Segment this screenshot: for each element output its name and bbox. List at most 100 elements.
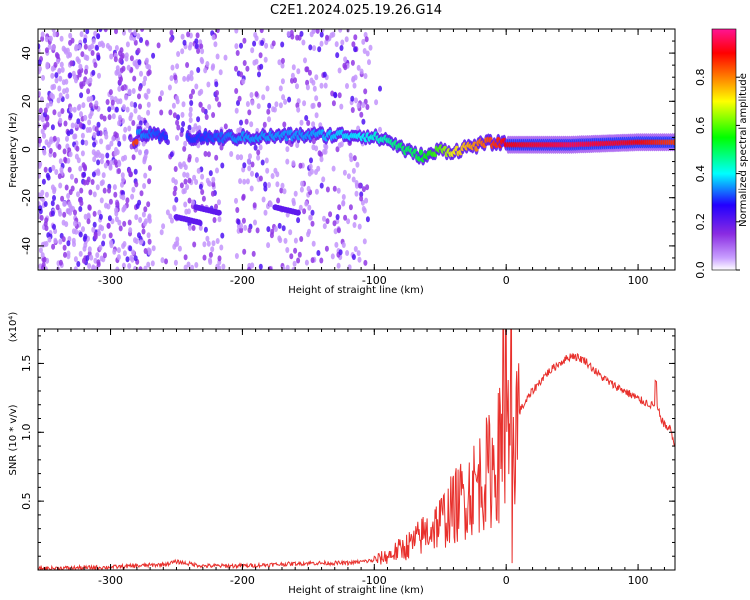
noise-point: [137, 114, 142, 121]
noise-point: [208, 170, 213, 177]
noise-point: [252, 59, 257, 66]
noise-point: [141, 211, 146, 218]
noise-point: [82, 171, 87, 178]
noise-point: [182, 75, 187, 82]
noise-point: [47, 236, 52, 243]
noise-point: [215, 90, 219, 96]
noise-point: [173, 166, 178, 172]
noise-point: [127, 125, 132, 132]
noise-point: [73, 256, 78, 263]
noise-point: [87, 119, 92, 126]
noise-point: [308, 163, 313, 170]
noise-point: [278, 85, 283, 92]
noise-point: [247, 165, 252, 172]
noise-point: [111, 135, 116, 142]
x-tick-label: -300: [98, 574, 123, 587]
noise-point: [194, 262, 199, 268]
noise-point: [339, 103, 344, 110]
noise-point: [82, 245, 87, 252]
noise-point: [234, 43, 239, 50]
noise-point: [253, 31, 258, 38]
noise-point: [343, 214, 348, 221]
noise-point: [76, 191, 80, 198]
noise-point: [76, 58, 81, 65]
noise-point: [255, 227, 260, 234]
noise-point: [350, 95, 355, 102]
noise-point: [159, 90, 164, 97]
noise-point: [203, 226, 208, 233]
noise-point: [239, 119, 243, 126]
noise-point: [351, 254, 356, 260]
noise-point: [85, 29, 90, 35]
noise-point: [100, 153, 105, 160]
noise-point: [92, 132, 97, 138]
noise-point: [293, 77, 297, 84]
noise-point: [235, 207, 240, 213]
colorbar-tick-label: 0.6: [694, 117, 707, 134]
noise-point: [336, 262, 341, 269]
noise-point: [92, 141, 97, 148]
noise-point: [185, 172, 190, 179]
noise-point: [249, 92, 254, 98]
noise-point: [361, 118, 366, 125]
noise-point: [85, 78, 90, 85]
noise-point: [105, 99, 110, 105]
noise-point: [62, 244, 67, 251]
noise-point: [283, 237, 288, 244]
noise-point: [172, 190, 177, 197]
noise-point: [121, 155, 125, 162]
noise-point: [183, 140, 188, 147]
noise-point: [171, 177, 176, 184]
noise-point: [164, 258, 168, 265]
colorbar-tick-label: 0.8: [694, 68, 707, 86]
noise-point: [125, 197, 130, 204]
noise-point: [234, 107, 239, 114]
noise-point: [93, 62, 98, 68]
noise-point: [133, 107, 138, 114]
noise-point: [50, 93, 55, 100]
noise-point: [99, 138, 104, 145]
noise-point: [68, 72, 73, 79]
noise-point: [335, 52, 340, 59]
noise-point: [304, 259, 309, 266]
noise-point: [108, 232, 113, 239]
noise-point: [254, 91, 259, 98]
noise-point: [115, 266, 120, 270]
noise-point: [117, 168, 121, 174]
noise-point: [146, 232, 151, 239]
noise-point: [321, 176, 326, 183]
noise-point: [204, 114, 209, 120]
noise-point: [237, 95, 242, 102]
noise-point: [124, 94, 129, 101]
noise-point: [94, 126, 99, 133]
noise-point: [314, 74, 319, 81]
noise-point: [92, 191, 97, 198]
noise-point: [146, 201, 151, 208]
noise-point: [91, 171, 96, 178]
noise-point: [180, 126, 185, 133]
noise-point: [194, 43, 199, 50]
noise-point: [91, 226, 96, 233]
noise-point: [261, 196, 266, 203]
noise-point: [136, 47, 141, 54]
noise-point: [195, 32, 200, 39]
noise-point: [183, 178, 188, 185]
noise-point: [258, 175, 263, 182]
noise-point: [314, 145, 319, 152]
noise-point: [62, 148, 67, 155]
noise-point: [145, 122, 150, 129]
noise-point: [65, 93, 70, 100]
noise-point: [129, 101, 134, 108]
noise-point: [175, 134, 179, 141]
noise-point: [66, 250, 71, 257]
noise-point: [198, 224, 203, 231]
noise-point: [129, 136, 133, 143]
noise-point: [324, 245, 329, 252]
noise-point: [342, 62, 347, 69]
noise-point: [156, 42, 161, 49]
noise-point: [245, 178, 250, 185]
noise-point: [333, 228, 338, 235]
noise-point: [180, 33, 185, 40]
noise-point: [50, 210, 55, 217]
